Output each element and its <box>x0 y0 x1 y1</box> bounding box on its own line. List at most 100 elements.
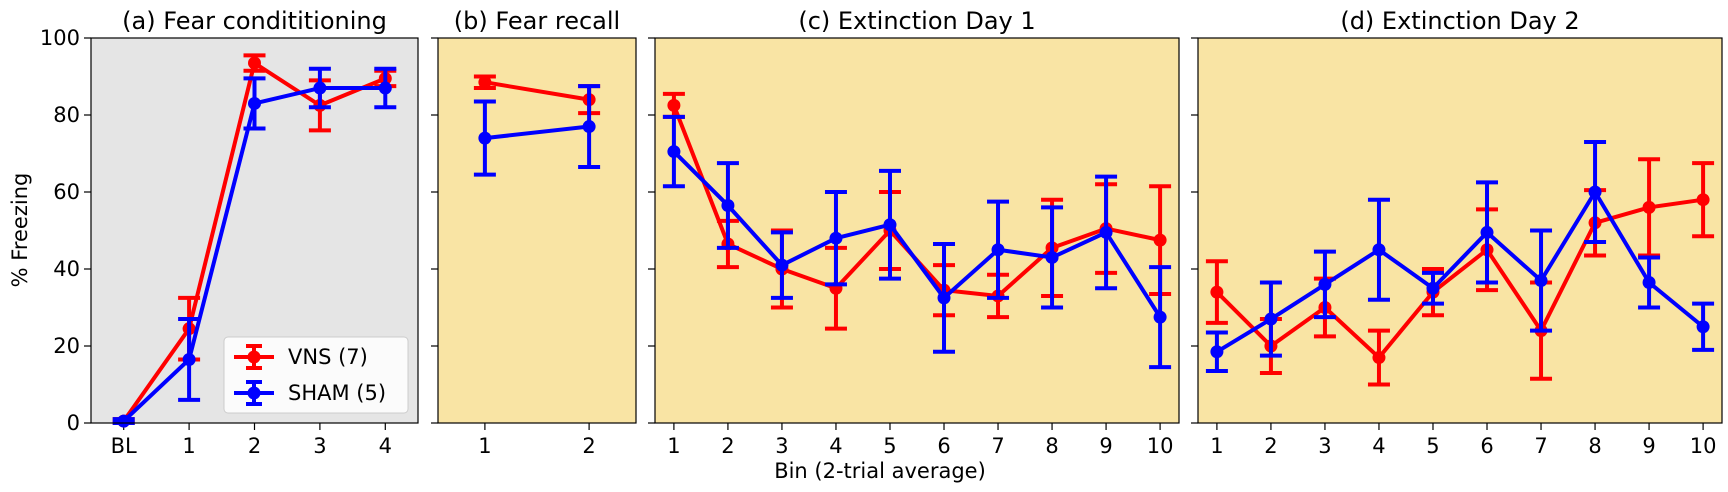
data-point <box>182 352 196 366</box>
panel-b: (b) Fear recall 1 2 <box>431 7 637 458</box>
y-axis-label: % Freezing <box>8 173 32 288</box>
data-point <box>1588 185 1602 199</box>
x-tick-label: 1 <box>182 434 195 458</box>
data-point <box>1480 225 1494 239</box>
x-axis-label: Bin (2-trial average) <box>774 459 986 483</box>
data-point <box>1372 351 1386 365</box>
x-tick-label: BL <box>111 434 137 458</box>
data-point <box>1642 275 1656 289</box>
x-tick-label: 2 <box>582 434 595 458</box>
data-point <box>1153 310 1167 324</box>
y-axis: 0 20 40 60 80 100 <box>40 26 80 435</box>
data-point <box>1534 274 1548 288</box>
x-tick-label: 9 <box>1099 434 1112 458</box>
x-tick-label: 7 <box>1534 434 1547 458</box>
series-sham <box>473 84 601 177</box>
data-point <box>378 81 392 95</box>
panel-d: (d) Extinction Day 2 1 2 3 4 5 6 7 8 9 10 <box>1191 7 1723 458</box>
x-tick-label: 4 <box>1372 434 1385 458</box>
x-tick-label: 2 <box>248 434 261 458</box>
data-point <box>937 291 951 305</box>
y-tick-label: 80 <box>53 103 80 127</box>
data-point <box>1264 312 1278 326</box>
x-tick-label: 4 <box>829 434 842 458</box>
y-tick-label: 0 <box>67 411 80 435</box>
x-tick-label: 1 <box>1210 434 1223 458</box>
panel-c: (c) Extinction Day 1 1 2 3 4 5 6 7 8 9 10 <box>648 7 1180 458</box>
x-tick-label: 1 <box>667 434 680 458</box>
data-point <box>1426 281 1440 295</box>
panel-title: (a) Fear condititioning <box>122 7 387 35</box>
x-tick-label: 7 <box>991 434 1004 458</box>
legend-swatch-marker <box>247 386 261 400</box>
data-point <box>1642 200 1656 214</box>
y-tick-label: 60 <box>53 180 80 204</box>
data-point <box>667 145 681 159</box>
x-tick-label: 5 <box>883 434 896 458</box>
panel-title: (c) Extinction Day 1 <box>798 7 1035 35</box>
legend-item: SHAM (5) <box>234 380 386 406</box>
panel-frame <box>437 37 637 424</box>
y-tick-label: 40 <box>53 257 80 281</box>
data-point <box>1099 225 1113 239</box>
series-line <box>672 150 1162 319</box>
panel-frame <box>1197 37 1723 424</box>
data-point <box>248 96 261 110</box>
legend-label: VNS (7) <box>288 345 368 369</box>
x-tick-label: 3 <box>313 434 326 458</box>
panel-title: (b) Fear recall <box>454 7 620 35</box>
data-point <box>1696 193 1710 207</box>
legend-swatch-marker <box>247 350 261 364</box>
x-tick-label: 1 <box>478 434 491 458</box>
series-sham <box>112 66 397 428</box>
x-tick-label: 3 <box>775 434 788 458</box>
data-point <box>721 198 735 212</box>
data-point <box>883 218 897 232</box>
series-line <box>1215 190 1705 354</box>
data-point <box>775 258 789 272</box>
legend-item: VNS (7) <box>234 344 368 370</box>
series-sham <box>1205 139 1715 374</box>
data-point <box>478 75 492 89</box>
panel-background <box>1198 38 1722 423</box>
data-point <box>829 231 843 245</box>
chart-panels: (a) Fear condititioning BL 1 2 3 4 (b) Fear re… <box>84 7 1723 458</box>
x-tick-label: 2 <box>1264 434 1277 458</box>
x-tick-label: 8 <box>1588 434 1601 458</box>
data-point <box>1696 320 1710 334</box>
data-point <box>478 131 492 145</box>
x-tick-label: 10 <box>1147 434 1174 458</box>
x-tick-label: 10 <box>1690 434 1717 458</box>
legend: VNS (7) SHAM (5) <box>223 336 409 414</box>
x-tick-label: 2 <box>721 434 734 458</box>
x-tick-label: 5 <box>1426 434 1439 458</box>
y-tick-label: 20 <box>53 334 80 358</box>
y-tick-label: 100 <box>40 26 80 50</box>
panel-background <box>655 38 1179 423</box>
data-point <box>1210 285 1224 299</box>
panel-frame <box>90 37 419 424</box>
data-point <box>248 56 261 70</box>
data-point <box>667 98 681 112</box>
series-line <box>484 80 590 102</box>
data-point <box>1210 345 1224 359</box>
data-point <box>117 414 131 428</box>
x-tick-label: 9 <box>1642 434 1655 458</box>
x-tick-label: 3 <box>1318 434 1331 458</box>
panel-background <box>438 38 636 423</box>
x-tick-label: 6 <box>1480 434 1493 458</box>
x-tick-label: 4 <box>379 434 392 458</box>
panel-title: (d) Extinction Day 2 <box>1340 7 1579 35</box>
data-point <box>991 243 1005 257</box>
data-point <box>1318 277 1332 291</box>
data-point <box>313 81 327 95</box>
series-line <box>484 124 590 141</box>
panel-frame <box>654 37 1180 424</box>
x-tick-label: 6 <box>937 434 950 458</box>
data-point <box>1153 233 1167 247</box>
data-point <box>582 120 596 134</box>
x-tick-label: 8 <box>1045 434 1058 458</box>
data-point <box>1045 250 1059 264</box>
data-point <box>1372 243 1386 257</box>
